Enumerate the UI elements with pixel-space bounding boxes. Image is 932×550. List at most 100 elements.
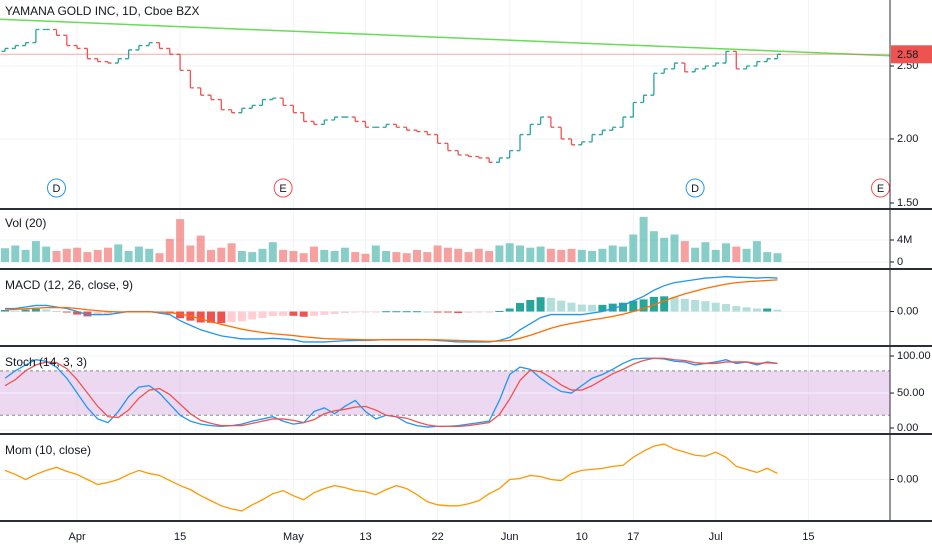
histogram-bar	[382, 311, 391, 313]
ohlc-bar	[681, 62, 689, 73]
volume-bar	[176, 219, 185, 263]
ohlc-bar	[578, 141, 586, 146]
volume-bar	[680, 241, 689, 263]
histogram-bar	[773, 309, 782, 312]
ohlc-bar	[176, 53, 184, 72]
ohlc-bar	[557, 126, 565, 140]
volume-bar	[773, 253, 782, 263]
histogram-bar	[464, 311, 473, 313]
histogram-bar	[299, 311, 308, 317]
panel-title: Mom (10, close)	[5, 443, 91, 457]
histogram-bar	[588, 304, 597, 312]
ohlc-bar	[186, 69, 194, 89]
trendline	[0, 18, 891, 57]
ohlc-bar	[722, 50, 730, 64]
histogram-bar	[536, 297, 545, 312]
ohlc-bar	[485, 157, 493, 163]
ohlc-bar	[73, 44, 81, 50]
volume-bar	[207, 249, 215, 263]
histogram-bar	[392, 311, 401, 313]
ohlc-bar	[125, 49, 133, 60]
ohlc-bar	[609, 126, 617, 131]
volume-bar	[62, 248, 71, 263]
histogram-bar	[598, 304, 607, 312]
histogram-bar	[752, 308, 761, 312]
volume-bar	[722, 243, 730, 263]
volume-bar	[186, 245, 195, 263]
ohlc-bar	[83, 47, 91, 60]
y-tick-label: 0.00	[897, 305, 918, 317]
ohlc-bar	[588, 133, 596, 143]
histogram-bar	[11, 310, 20, 312]
x-tick-label: 17	[627, 531, 639, 543]
x-tick-label: Apr	[69, 531, 86, 543]
ohlc-bar	[1, 47, 9, 53]
panel-title: Stoch (14, 3, 3)	[5, 355, 87, 369]
volume-bar	[660, 237, 669, 263]
y-tick-label: 0	[897, 256, 903, 268]
x-tick-label: Jul	[709, 531, 723, 543]
volume-bar	[567, 248, 576, 263]
y-tick-label: 50.00	[897, 387, 925, 399]
ohlc-bar	[774, 53, 781, 60]
histogram-bar	[474, 311, 483, 313]
histogram-bar	[413, 311, 421, 313]
ohlc-bar	[207, 94, 215, 101]
volume-bar	[485, 250, 494, 263]
volume-bar	[505, 243, 514, 263]
histogram-bar	[104, 311, 112, 315]
histogram-bar	[248, 311, 257, 320]
volume-bar	[382, 250, 391, 263]
volume-bar	[577, 249, 586, 263]
ohlc-bar	[701, 65, 709, 70]
histogram-bar	[701, 301, 710, 312]
ohlc-bar	[228, 109, 236, 114]
volume-bar	[134, 246, 143, 263]
volume-bar	[752, 241, 761, 263]
histogram-bar	[351, 311, 360, 313]
ohlc-bar	[568, 138, 575, 146]
volume-bar	[1, 248, 9, 263]
volume-bar	[227, 243, 236, 263]
volume-bar	[413, 249, 421, 263]
ohlc-bar	[712, 62, 720, 67]
volume-bar	[258, 248, 267, 263]
histogram-bar	[176, 311, 185, 319]
y-tick-label: 4M	[897, 234, 912, 246]
ohlc-bar	[259, 98, 266, 107]
ohlc-bar	[331, 116, 339, 121]
volume-bar	[320, 249, 329, 263]
histogram-bar	[217, 311, 226, 324]
y-tick-label: 1.50	[897, 197, 918, 209]
volume-bar	[711, 249, 720, 263]
ohlc-bar	[526, 123, 534, 136]
ohlc-bar	[454, 149, 462, 156]
volume-bar	[742, 248, 751, 263]
histogram-bar	[619, 302, 627, 312]
volume-bar	[93, 249, 102, 263]
last-price-box	[891, 45, 932, 64]
volume-bar	[104, 247, 112, 263]
ohlc-bar	[732, 50, 740, 70]
volume-bar	[351, 252, 360, 263]
ohlc-bar	[516, 133, 524, 152]
ohlc-bar	[351, 116, 359, 123]
volume-bar	[557, 249, 566, 263]
histogram-bar	[423, 311, 432, 313]
panel-title: Vol (20)	[5, 216, 46, 230]
histogram-bar	[93, 311, 102, 316]
ohlc-bar	[465, 154, 472, 158]
volume-bar	[526, 247, 535, 263]
histogram-bar	[639, 299, 648, 312]
volume-bar	[516, 245, 524, 263]
volume-bar	[217, 247, 226, 263]
ohlc-bar	[22, 41, 30, 47]
ohlc-bar	[537, 116, 545, 126]
histogram-bar	[629, 300, 638, 312]
ohlc-bar	[248, 104, 256, 109]
ohlc-bar	[598, 129, 606, 136]
ohlc-bar	[362, 120, 369, 128]
histogram-bar	[402, 311, 411, 313]
histogram-bar	[42, 309, 51, 312]
volume-bar	[73, 247, 82, 263]
